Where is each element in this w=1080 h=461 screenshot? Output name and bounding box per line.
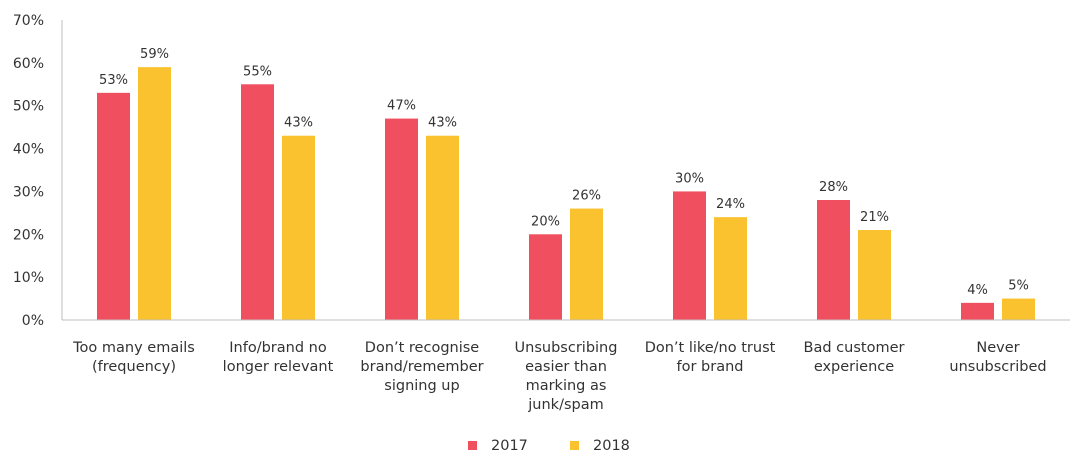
data-label-2017: 47% [387,99,416,114]
legend-label-2017: 2017 [491,438,528,454]
bar-2018 [714,217,747,320]
x-category-label: Don’t recognise brand/remember signing up [360,340,483,394]
data-label-2017: 55% [243,64,272,79]
y-tick-label: 0% [22,313,44,329]
data-label-2018: 21% [860,210,889,225]
bar-2018 [138,67,171,321]
y-tick-label: 10% [13,270,44,286]
bar-2018 [1002,298,1035,320]
data-label-2017: 20% [531,214,560,229]
legend-label-2018: 2018 [593,438,630,454]
data-label-2017: 4% [967,283,988,298]
bar-2017 [673,191,706,320]
bar-2017 [385,118,418,320]
data-label-2017: 53% [99,73,128,88]
bar-2017 [817,200,850,320]
bar-2018 [570,208,603,320]
bar-2017 [241,84,274,321]
bar-2017 [961,302,994,320]
bar-2017 [529,234,562,320]
y-tick-label: 30% [13,184,44,200]
data-label-2018: 24% [716,197,745,212]
bar-2018 [426,135,459,320]
bar-2018 [282,135,315,320]
data-label-2018: 59% [140,47,169,62]
y-tick-label: 60% [13,56,44,72]
x-category-label: Don’t like/no trust for brand [645,340,776,375]
data-label-2018: 5% [1008,279,1029,294]
bar-2017 [97,92,130,320]
x-category-label: Unsubscribing easier than marking as junk/s… [515,340,618,413]
y-tick-label: 40% [13,142,44,158]
data-label-2017: 28% [819,180,848,195]
bar-2018 [858,230,891,320]
x-category-label: Never unsubscribed [949,340,1046,375]
data-label-2018: 43% [428,116,457,131]
x-category-label: Too many emails (frequency) [72,340,195,375]
legend-swatch-2017 [468,441,477,450]
y-tick-label: 50% [13,99,44,115]
x-category-label: Bad customer experience [804,340,905,375]
data-label-2018: 43% [284,116,313,131]
data-label-2018: 26% [572,189,601,204]
y-tick-label: 20% [13,227,44,243]
legend-swatch-2018 [570,441,579,450]
y-tick-label: 70% [13,13,44,29]
data-label-2017: 30% [675,171,704,186]
x-category-label: Info/brand no longer relevant [223,340,334,375]
